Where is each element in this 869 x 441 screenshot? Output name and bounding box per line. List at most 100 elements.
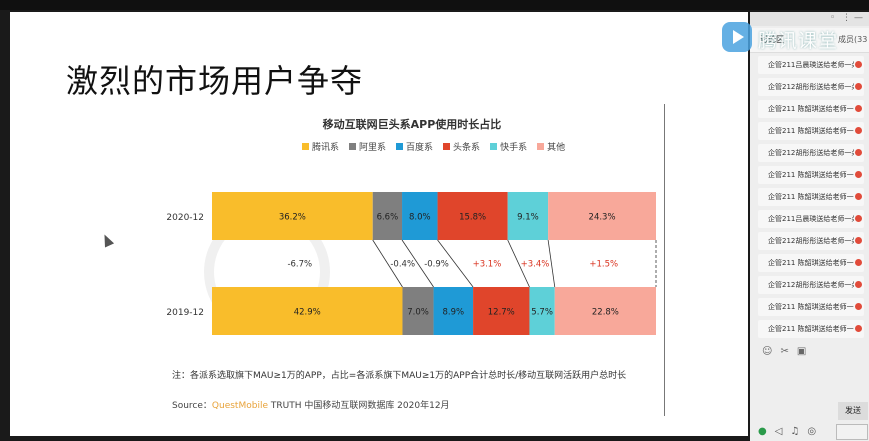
chat-message: 企管211 陈韶琪送给老师一朵	[758, 100, 864, 118]
bar-value-label: 6.6%	[377, 213, 399, 223]
legend-item: 阿里系	[349, 140, 386, 153]
change-label: +3.4%	[521, 260, 550, 270]
flower-icon	[855, 171, 862, 178]
bar-segment	[529, 287, 555, 335]
bar-segment	[372, 192, 403, 240]
send-button[interactable]: 发送	[838, 402, 868, 420]
music-icon[interactable]: ♫	[790, 426, 800, 437]
bar-value-label: 36.2%	[279, 213, 306, 223]
change-label: -0.9%	[424, 260, 449, 270]
speaker-icon[interactable]: ◁	[774, 426, 783, 437]
bar-segment	[548, 192, 656, 240]
legend-label: 百度系	[406, 143, 434, 153]
chat-message-text: 企管211 陈韶琪送给老师一朵	[768, 193, 854, 201]
flower-icon	[855, 303, 862, 310]
chat-message-text: 企管211吕晨瑛送给老师一朵	[768, 215, 854, 223]
chat-message-text: 企管211 陈韶琪送给老师一朵	[768, 259, 854, 267]
bar-segment	[507, 192, 549, 240]
flower-icon	[855, 281, 862, 288]
chat-message: 企管211 陈韶琪送给老师一朵	[758, 254, 864, 272]
flower-icon	[855, 105, 862, 112]
mouse-cursor-icon	[99, 232, 115, 248]
connector-line	[401, 239, 434, 288]
chat-message: 企管212胡彤彤送给老师一朵	[758, 144, 864, 162]
bar-segment	[554, 287, 656, 335]
connector-line	[547, 239, 556, 288]
legend-item: 腾讯系	[302, 140, 339, 153]
chat-message-text: 企管212胡彤彤送给老师一朵	[768, 237, 854, 245]
source-brand: QuestMobile	[211, 401, 268, 411]
flower-icon	[855, 149, 862, 156]
bar-value-label: 9.1%	[517, 213, 539, 223]
flower-icon	[855, 237, 862, 244]
location-icon[interactable]: ◎	[807, 426, 817, 437]
minimize-icon[interactable]: —	[854, 13, 863, 23]
bar-value-label: 5.7%	[531, 308, 553, 318]
category-label: 2019-12	[166, 308, 204, 318]
scissors-icon[interactable]: ✂	[780, 346, 789, 357]
flower-icon	[855, 325, 862, 332]
legend-swatch	[537, 143, 545, 150]
bar-segment	[437, 192, 508, 240]
classroom-side-panel: ◦ ⋮ — 讨论区 成员(33 企管211吕晨瑛送给老师一朵 企管212胡彤彤送给…	[750, 12, 869, 441]
legend-label: 腾讯系	[312, 143, 340, 153]
stacked-bar-chart: 36.2% 6.6% 8.0% 15.8% 9.1% 24.3% 2020-12 42.9% 7…	[166, 192, 657, 335]
legend-swatch	[302, 143, 309, 150]
chat-message: 企管211 陈韶琪送给老师一朵	[758, 298, 864, 316]
flower-icon	[855, 83, 862, 90]
chat-message-text: 企管211 陈韶琪送给老师一朵	[768, 325, 854, 333]
bar-value-label: 8.9%	[443, 308, 465, 318]
legend-item: 快手系	[490, 140, 527, 153]
slide-divider	[664, 104, 665, 416]
chat-message: 企管211 陈韶琪送给老师一朵	[758, 188, 864, 206]
video-thumbnail[interactable]	[836, 424, 868, 440]
bar-value-label: 22.8%	[592, 308, 619, 318]
chat-message-text: 企管212胡彤彤送给老师一朵	[768, 281, 854, 289]
chat-message-text: 企管211 陈韶琪送给老师一朵	[768, 303, 854, 311]
legend-swatch	[443, 143, 451, 150]
change-label: +1.5%	[589, 260, 618, 270]
chat-message-text: 企管211 陈韶琪送给老师一朵	[768, 127, 854, 135]
legend-label: 阿里系	[359, 143, 387, 153]
chat-message: 企管212胡彤彤送给老师一朵	[758, 78, 864, 96]
flower-icon	[855, 215, 862, 222]
tab-discussion[interactable]: 讨论区	[760, 35, 784, 44]
chat-message-text: 企管211 陈韶琪送给老师一朵	[768, 171, 854, 179]
window-topbar	[0, 0, 869, 10]
legend-item: 百度系	[396, 140, 433, 153]
change-label: +3.1%	[473, 260, 502, 270]
chat-message-text: 企管211吕晨瑛送给老师一朵	[768, 61, 854, 69]
change-label: -0.4%	[390, 260, 415, 270]
settings-icon[interactable]: ⋮	[842, 13, 851, 23]
connector-line	[372, 239, 403, 288]
chat-message: 企管212胡彤彤送给老师一朵	[758, 232, 864, 250]
bar-value-label: 42.9%	[294, 308, 321, 318]
image-icon[interactable]: ▣	[796, 346, 807, 357]
chat-message: 企管212胡彤彤送给老师一朵	[758, 276, 864, 294]
legend-label: 头条系	[453, 143, 481, 153]
brand-name: 腾讯课堂	[758, 30, 839, 52]
flower-icon	[855, 127, 862, 134]
bar-value-label: 7.0%	[407, 308, 429, 318]
chat-message: 企管211 陈韶琪送给老师一朵	[758, 166, 864, 184]
chat-message: 企管211吕晨瑛送给老师一朵	[758, 56, 864, 74]
pin-icon[interactable]: ◦	[830, 13, 836, 23]
flower-icon	[855, 61, 862, 68]
bar-value-label: 8.0%	[409, 213, 431, 223]
chat-toolbar: ☺ ✂ ▣	[762, 346, 806, 357]
bar-segment	[402, 287, 434, 335]
chart-note: 注：各派系选取旗下MAU≥1万的APP，占比=各派系旗下MAU≥1万的APP合计…	[172, 371, 627, 381]
chart-legend: 腾讯系 阿里系 百度系 头条系 快手系 其他	[302, 140, 565, 153]
flower-icon	[855, 259, 862, 266]
mic-icon[interactable]: ●	[758, 426, 767, 437]
legend-swatch	[396, 143, 404, 150]
panel-tabs: 讨论区 成员(33	[750, 28, 869, 53]
tab-members[interactable]: 成员(33	[838, 35, 868, 44]
bar-segment	[402, 192, 438, 240]
source-prefix: Source：	[172, 401, 212, 411]
smile-icon[interactable]: ☺	[762, 346, 773, 357]
chat-message-text: 企管212胡彤彤送给老师一朵	[768, 83, 854, 91]
flower-icon	[855, 193, 862, 200]
bar-segment	[433, 287, 474, 335]
bar-value-label: 24.3%	[589, 213, 616, 223]
